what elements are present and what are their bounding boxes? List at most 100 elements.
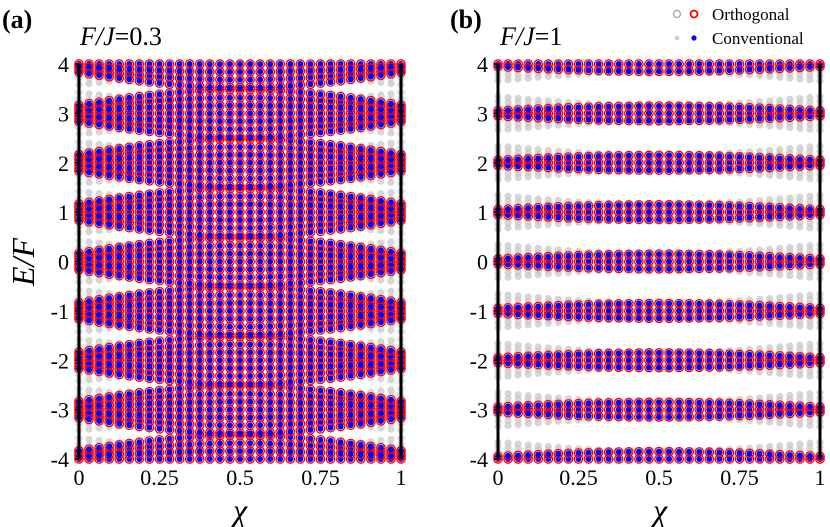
panel-a-orthogonal-point [84, 414, 94, 425]
panel-a-conventional-point [186, 61, 193, 67]
panel-a-conventional-point [86, 107, 93, 114]
panel-a-orthogonal-point [114, 409, 125, 420]
panel-a-orthogonal-point [114, 63, 125, 74]
panel-a-conventional-point [357, 145, 364, 152]
panel-a-orthogonal-point [114, 212, 125, 222]
panel-a-conventional-point [186, 293, 193, 300]
panel-a-orthogonal-point [134, 399, 145, 409]
panel-a-conventional-point [237, 266, 243, 273]
panel-a-orthogonal-point [94, 401, 104, 411]
panel-a-conventional-point [297, 75, 304, 82]
panel-a-conventional-point [186, 448, 193, 455]
panel-a-conventional-point [297, 357, 304, 364]
panel-a-conventional-point [226, 76, 233, 83]
panel-a-orthogonal-point [114, 153, 125, 163]
panel-a-conventional-point [96, 171, 103, 178]
panel-a-conventional-point [186, 209, 193, 216]
panel-a-conventional-point [116, 371, 123, 378]
panel-a-conventional-point [297, 61, 304, 67]
panel-a-conventional-point [247, 84, 254, 91]
panel-a-conventional-point [347, 302, 354, 309]
panel-a-conventional-point [297, 209, 304, 216]
panel-a-conventional-point [257, 125, 264, 132]
panel-a-conventional-point [287, 103, 294, 110]
panel-a-conventional-point [287, 258, 294, 265]
panel-a-conventional-point [367, 303, 374, 310]
panel-a-conventional-point [267, 364, 274, 371]
panel-a-conventional-point [136, 142, 143, 149]
panel-a-conventional-point [96, 395, 103, 402]
panel-a-conventional-point [186, 280, 193, 287]
panel-a-conventional-point [86, 163, 93, 170]
panel-a-conventional-point [176, 265, 183, 272]
panel-a-conventional-point [86, 199, 93, 206]
panel-a-conventional-point [367, 164, 374, 171]
panel-a-conventional-point [226, 380, 233, 387]
panel-a-conventional-point [297, 272, 304, 279]
panel-a-conventional-point [96, 106, 103, 113]
panel-a-conventional-point [136, 93, 143, 100]
panel-a-orthogonal-point [104, 220, 115, 230]
panel-a-conventional-point [357, 65, 364, 72]
panel-a-conventional-point [277, 95, 284, 102]
panel-a-conventional-point [327, 141, 334, 148]
panel-a-orthogonal-point [134, 289, 145, 299]
panel-a-conventional-point [96, 361, 103, 368]
panel-a-conventional-point [377, 148, 384, 155]
panel-a-orthogonal-point [114, 103, 125, 114]
panel-a-conventional-point [196, 379, 203, 386]
panel-a-conventional-point [287, 216, 294, 223]
panel-a-conventional-point [196, 440, 203, 447]
panel-a-conventional-point [166, 278, 173, 285]
panel-a-conventional-point [226, 143, 233, 150]
panel-a-conventional-point [196, 281, 203, 288]
panel-a-conventional-point [126, 401, 133, 408]
panel-a-conventional-point [347, 341, 354, 348]
panel-a-conventional-point [226, 110, 233, 117]
panel-a-conventional-point [126, 422, 133, 429]
panel-a-conventional-point [116, 155, 123, 162]
panel-a-conventional-point [287, 349, 294, 356]
panel-a-conventional-point [277, 61, 284, 67]
panel-a-conventional-point [176, 336, 183, 343]
panel-a-conventional-point [166, 251, 173, 258]
panel-a-orthogonal-point [124, 399, 135, 410]
panel-a-orthogonal-point [94, 442, 104, 453]
panel-a-conventional-point [116, 244, 123, 251]
panel-a-conventional-point [247, 242, 254, 249]
panel-a-conventional-point [357, 155, 364, 162]
panel-a-conventional-point [126, 175, 133, 182]
panel-a-conventional-point [357, 105, 364, 112]
panel-a-conventional-point [156, 153, 163, 160]
panel-a-conventional-point [297, 89, 304, 96]
panel-a-conventional-point [277, 322, 284, 329]
panel-a-conventional-point [287, 124, 294, 131]
panel-a-conventional-point [257, 209, 264, 216]
panel-a-conventional-point [257, 331, 264, 338]
panel-a-conventional-point [106, 196, 113, 203]
panel-a-conventional-point [317, 129, 324, 136]
panel-a-conventional-point [277, 414, 284, 421]
panel-a-orthogonal-point [94, 104, 104, 115]
panel-a-conventional-point [317, 301, 324, 308]
panel-a-conventional-point [196, 95, 203, 102]
panel-a-conventional-point [206, 349, 213, 356]
panel-a-conventional-point [216, 175, 223, 182]
panel-a-orthogonal-point [114, 350, 125, 361]
panel-a-conventional-point [146, 240, 153, 247]
panel-a-conventional-point [166, 166, 173, 173]
panel-a-orthogonal-point [134, 224, 145, 234]
panel-a-conventional-point [327, 227, 334, 234]
panel-a-conventional-point [106, 262, 113, 269]
panel-a-conventional-point [267, 152, 274, 159]
panel-a-conventional-point [267, 61, 274, 67]
panel-a-gray-point [95, 436, 103, 445]
panel-a-conventional-point [136, 115, 143, 122]
panel-a-orthogonal-point [94, 344, 104, 354]
panel-a-conventional-point [196, 61, 203, 67]
panel-a-conventional-point [237, 357, 243, 364]
panel-a-conventional-point [146, 363, 153, 370]
panel-a-conventional-point [86, 248, 93, 255]
panel-a-conventional-point [166, 90, 173, 97]
panel-a-conventional-point [166, 67, 173, 74]
